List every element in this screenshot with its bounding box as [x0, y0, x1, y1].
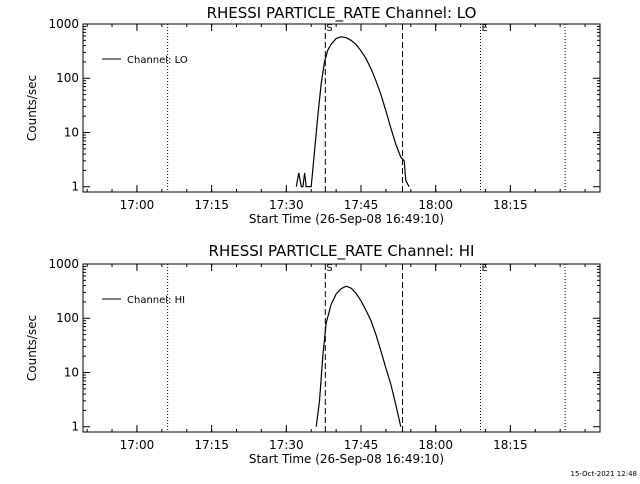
y-axis-label: Counts/sec	[25, 315, 39, 381]
series-line	[315, 285, 402, 427]
x-tick-label: 17:30	[269, 438, 304, 452]
y-tick-label: 10	[64, 365, 79, 379]
y-tick-label: 10	[64, 125, 79, 139]
plot-frame	[82, 23, 601, 193]
chart-panel-hi: RHESSI PARTICLE_RATE Channel: HI 17:00 17:…	[25, 242, 601, 466]
x-tick-label: 17:15	[194, 198, 229, 212]
chart-panel-lo: RHESSI PARTICLE_RATE Channel: LO 17:00 17:…	[25, 4, 601, 226]
x-tick-label: 18:00	[418, 438, 453, 452]
x-tick-label: 17:00	[120, 438, 155, 452]
chart-title: RHESSI PARTICLE_RATE Channel: LO	[207, 4, 477, 23]
legend-label: Channel: LO	[127, 55, 188, 66]
y-tick-label: 100	[56, 71, 79, 85]
event-marker-label: E	[482, 23, 488, 34]
y-tick-label: 1	[71, 420, 79, 434]
x-axis-label: Start Time (26-Sep-08 16:49:10)	[249, 452, 444, 466]
y-tick-label: 1000	[48, 257, 79, 271]
event-marker-label: S	[326, 23, 332, 34]
x-tick-label: 18:15	[493, 198, 528, 212]
chart-title: RHESSI PARTICLE_RATE Channel: HI	[209, 242, 475, 261]
y-tick-label: 100	[56, 311, 79, 325]
x-tick-label: 17:45	[344, 198, 379, 212]
x-tick-label: 17:30	[269, 198, 304, 212]
series-line	[295, 36, 410, 188]
x-tick-label: 18:15	[493, 438, 528, 452]
plot-frame	[82, 263, 601, 433]
y-tick-label: 1	[71, 180, 79, 194]
event-marker-label: S	[326, 263, 332, 274]
legend-label: Channel: HI	[127, 295, 185, 306]
footer-timestamp: 15-Oct-2021 12:48	[571, 470, 637, 478]
y-axis-label: Counts/sec	[25, 75, 39, 141]
event-marker-label: E	[482, 263, 488, 274]
x-axis-label: Start Time (26-Sep-08 16:49:10)	[249, 212, 444, 226]
x-tick-label: 17:00	[120, 198, 155, 212]
x-tick-label: 17:15	[194, 438, 229, 452]
x-tick-label: 18:00	[418, 198, 453, 212]
x-tick-label: 17:45	[344, 438, 379, 452]
y-tick-label: 1000	[48, 17, 79, 31]
